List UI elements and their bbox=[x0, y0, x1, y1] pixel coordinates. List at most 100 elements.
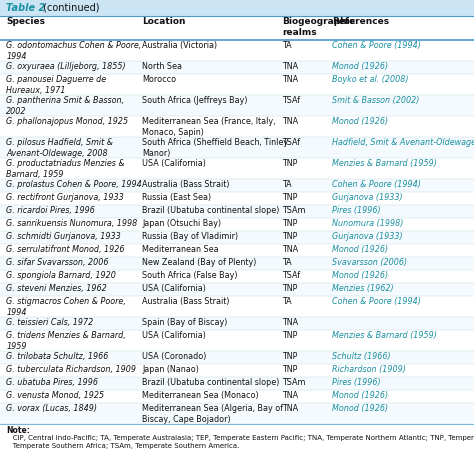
Text: North Sea: North Sea bbox=[142, 62, 182, 71]
Text: Spain (Bay of Biscay): Spain (Bay of Biscay) bbox=[142, 318, 228, 327]
Text: South Africa (Jeffreys Bay): South Africa (Jeffreys Bay) bbox=[142, 96, 248, 106]
Text: Australia (Bass Strait): Australia (Bass Strait) bbox=[142, 180, 230, 189]
Text: Mediterranean Sea (Monaco): Mediterranean Sea (Monaco) bbox=[142, 391, 259, 400]
Text: Mediterranean Sea (France, Italy,
Monaco, Sapin): Mediterranean Sea (France, Italy, Monaco… bbox=[142, 117, 276, 137]
Text: Cohen & Poore (1994): Cohen & Poore (1994) bbox=[332, 41, 420, 51]
Text: G. tridens Menzies & Barnard,
1959: G. tridens Menzies & Barnard, 1959 bbox=[6, 331, 126, 351]
Text: Monod (1926): Monod (1926) bbox=[332, 271, 388, 280]
Text: TNA: TNA bbox=[282, 404, 298, 413]
Text: USA (California): USA (California) bbox=[142, 284, 206, 293]
Text: Menzies & Barnard (1959): Menzies & Barnard (1959) bbox=[332, 159, 437, 168]
Text: Cohen & Poore (1994): Cohen & Poore (1994) bbox=[332, 298, 420, 306]
Bar bbox=[0, 179, 474, 192]
Text: G. prolastus Cohen & Poore, 1994: G. prolastus Cohen & Poore, 1994 bbox=[6, 180, 142, 189]
Text: Brazil (Ubatuba continental slope): Brazil (Ubatuba continental slope) bbox=[142, 207, 280, 215]
Bar bbox=[0, 283, 474, 296]
Text: Mediterranean Sea: Mediterranean Sea bbox=[142, 245, 219, 254]
Bar bbox=[0, 330, 474, 351]
Text: G. pilosus Hadfield, Smit &
Avenant-Oldewage, 2008: G. pilosus Hadfield, Smit & Avenant-Olde… bbox=[6, 138, 113, 158]
Text: TNP: TNP bbox=[282, 365, 297, 374]
Text: TA: TA bbox=[282, 41, 292, 51]
Text: G. sanrikuensis Nunomura, 1998: G. sanrikuensis Nunomura, 1998 bbox=[6, 219, 137, 228]
Bar bbox=[0, 205, 474, 218]
Text: TA: TA bbox=[282, 298, 292, 306]
Text: TNA: TNA bbox=[282, 245, 298, 254]
Text: Menzies (1962): Menzies (1962) bbox=[332, 284, 393, 293]
Text: TSAf: TSAf bbox=[282, 96, 300, 106]
Text: Location: Location bbox=[142, 17, 186, 26]
Bar bbox=[0, 137, 474, 158]
Text: USA (California): USA (California) bbox=[142, 331, 206, 340]
Text: G. phallonajopus Monod, 1925: G. phallonajopus Monod, 1925 bbox=[6, 117, 128, 126]
Text: TSAf: TSAf bbox=[282, 271, 300, 280]
Text: TSAf: TSAf bbox=[282, 138, 300, 147]
Text: TNP: TNP bbox=[282, 219, 297, 228]
Text: TA: TA bbox=[282, 180, 292, 189]
Text: TNP: TNP bbox=[282, 352, 297, 361]
Text: G. trilobata Schultz, 1966: G. trilobata Schultz, 1966 bbox=[6, 352, 109, 361]
Bar bbox=[0, 218, 474, 231]
Text: G. spongiola Barnard, 1920: G. spongiola Barnard, 1920 bbox=[6, 271, 116, 280]
Text: Menzies & Barnard (1959): Menzies & Barnard (1959) bbox=[332, 331, 437, 340]
Bar bbox=[0, 158, 474, 179]
Bar bbox=[0, 351, 474, 364]
Text: Svavarsson (2006): Svavarsson (2006) bbox=[332, 258, 407, 268]
Bar bbox=[0, 317, 474, 330]
Text: Australia (Bass Strait): Australia (Bass Strait) bbox=[142, 298, 230, 306]
Text: G. schmidti Gurjanova, 1933: G. schmidti Gurjanova, 1933 bbox=[6, 233, 121, 241]
Text: USA (California): USA (California) bbox=[142, 159, 206, 168]
Text: South Africa (False Bay): South Africa (False Bay) bbox=[142, 271, 237, 280]
Text: G. serrulatifront Monod, 1926: G. serrulatifront Monod, 1926 bbox=[6, 245, 125, 254]
Text: Cohen & Poore (1994): Cohen & Poore (1994) bbox=[332, 180, 420, 189]
Text: Japan (Otsuchi Bay): Japan (Otsuchi Bay) bbox=[142, 219, 221, 228]
Bar bbox=[0, 74, 474, 95]
Bar bbox=[0, 116, 474, 137]
Text: G. ricardoi Pires, 1996: G. ricardoi Pires, 1996 bbox=[6, 207, 95, 215]
Text: G. panousei Daguerre de
Hureaux, 1971: G. panousei Daguerre de Hureaux, 1971 bbox=[6, 76, 106, 95]
Text: TSAm: TSAm bbox=[282, 379, 306, 387]
Text: New Zealand (Bay of Plenty): New Zealand (Bay of Plenty) bbox=[142, 258, 256, 268]
Text: G. sifar Svavarsson, 2006: G. sifar Svavarsson, 2006 bbox=[6, 258, 109, 268]
Bar bbox=[0, 390, 474, 403]
Text: Species: Species bbox=[6, 17, 45, 26]
Bar bbox=[0, 0, 474, 16]
Text: Brazil (Ubatuba continental slope): Brazil (Ubatuba continental slope) bbox=[142, 379, 280, 387]
Bar bbox=[0, 403, 474, 424]
Text: TNP: TNP bbox=[282, 233, 297, 241]
Text: Australia (Victoria): Australia (Victoria) bbox=[142, 41, 217, 51]
Bar bbox=[0, 231, 474, 244]
Text: TNA: TNA bbox=[282, 391, 298, 400]
Text: Hadfield, Smit & Avenant-Oldewage (2008): Hadfield, Smit & Avenant-Oldewage (2008) bbox=[332, 138, 474, 147]
Text: TNA: TNA bbox=[282, 76, 298, 84]
Text: Pires (1996): Pires (1996) bbox=[332, 207, 381, 215]
Text: CIP, Central Indo-Pacific; TA, Temperate Australasia; TEP, Temperate Eastern Pac: CIP, Central Indo-Pacific; TA, Temperate… bbox=[6, 435, 474, 449]
Bar bbox=[0, 270, 474, 283]
Text: TNA: TNA bbox=[282, 117, 298, 126]
Text: Schultz (1966): Schultz (1966) bbox=[332, 352, 391, 361]
Text: TA: TA bbox=[282, 258, 292, 268]
Bar bbox=[0, 244, 474, 257]
Bar bbox=[0, 257, 474, 270]
Text: South Africa (Sheffield Beach, Tinley
Manor): South Africa (Sheffield Beach, Tinley Ma… bbox=[142, 138, 288, 158]
Text: Richardson (1909): Richardson (1909) bbox=[332, 365, 406, 374]
Text: G. oxyuraea (Lilljeborg, 1855): G. oxyuraea (Lilljeborg, 1855) bbox=[6, 62, 126, 71]
Text: Biogeographic
realms: Biogeographic realms bbox=[282, 17, 355, 37]
Text: Note:: Note: bbox=[6, 426, 30, 435]
Text: Monod (1926): Monod (1926) bbox=[332, 62, 388, 71]
Text: G. stigmacros Cohen & Poore,
1994: G. stigmacros Cohen & Poore, 1994 bbox=[6, 298, 126, 317]
Text: TNP: TNP bbox=[282, 159, 297, 168]
Bar bbox=[0, 95, 474, 116]
Text: Boyko et al. (2008): Boyko et al. (2008) bbox=[332, 76, 408, 84]
Text: Russia (Bay of Vladimir): Russia (Bay of Vladimir) bbox=[142, 233, 238, 241]
Text: Nunomura (1998): Nunomura (1998) bbox=[332, 219, 403, 228]
Text: Monod (1926): Monod (1926) bbox=[332, 117, 388, 126]
Bar bbox=[0, 192, 474, 205]
Text: TNP: TNP bbox=[282, 284, 297, 293]
Text: Smit & Basson (2002): Smit & Basson (2002) bbox=[332, 96, 419, 106]
Text: G. ubatuba Pires, 1996: G. ubatuba Pires, 1996 bbox=[6, 379, 98, 387]
Text: G. vorax (Lucas, 1849): G. vorax (Lucas, 1849) bbox=[6, 404, 97, 413]
Text: TNP: TNP bbox=[282, 193, 297, 202]
Text: Monod (1926): Monod (1926) bbox=[332, 245, 388, 254]
Text: Monod (1926): Monod (1926) bbox=[332, 404, 388, 413]
Text: References: References bbox=[332, 17, 389, 26]
